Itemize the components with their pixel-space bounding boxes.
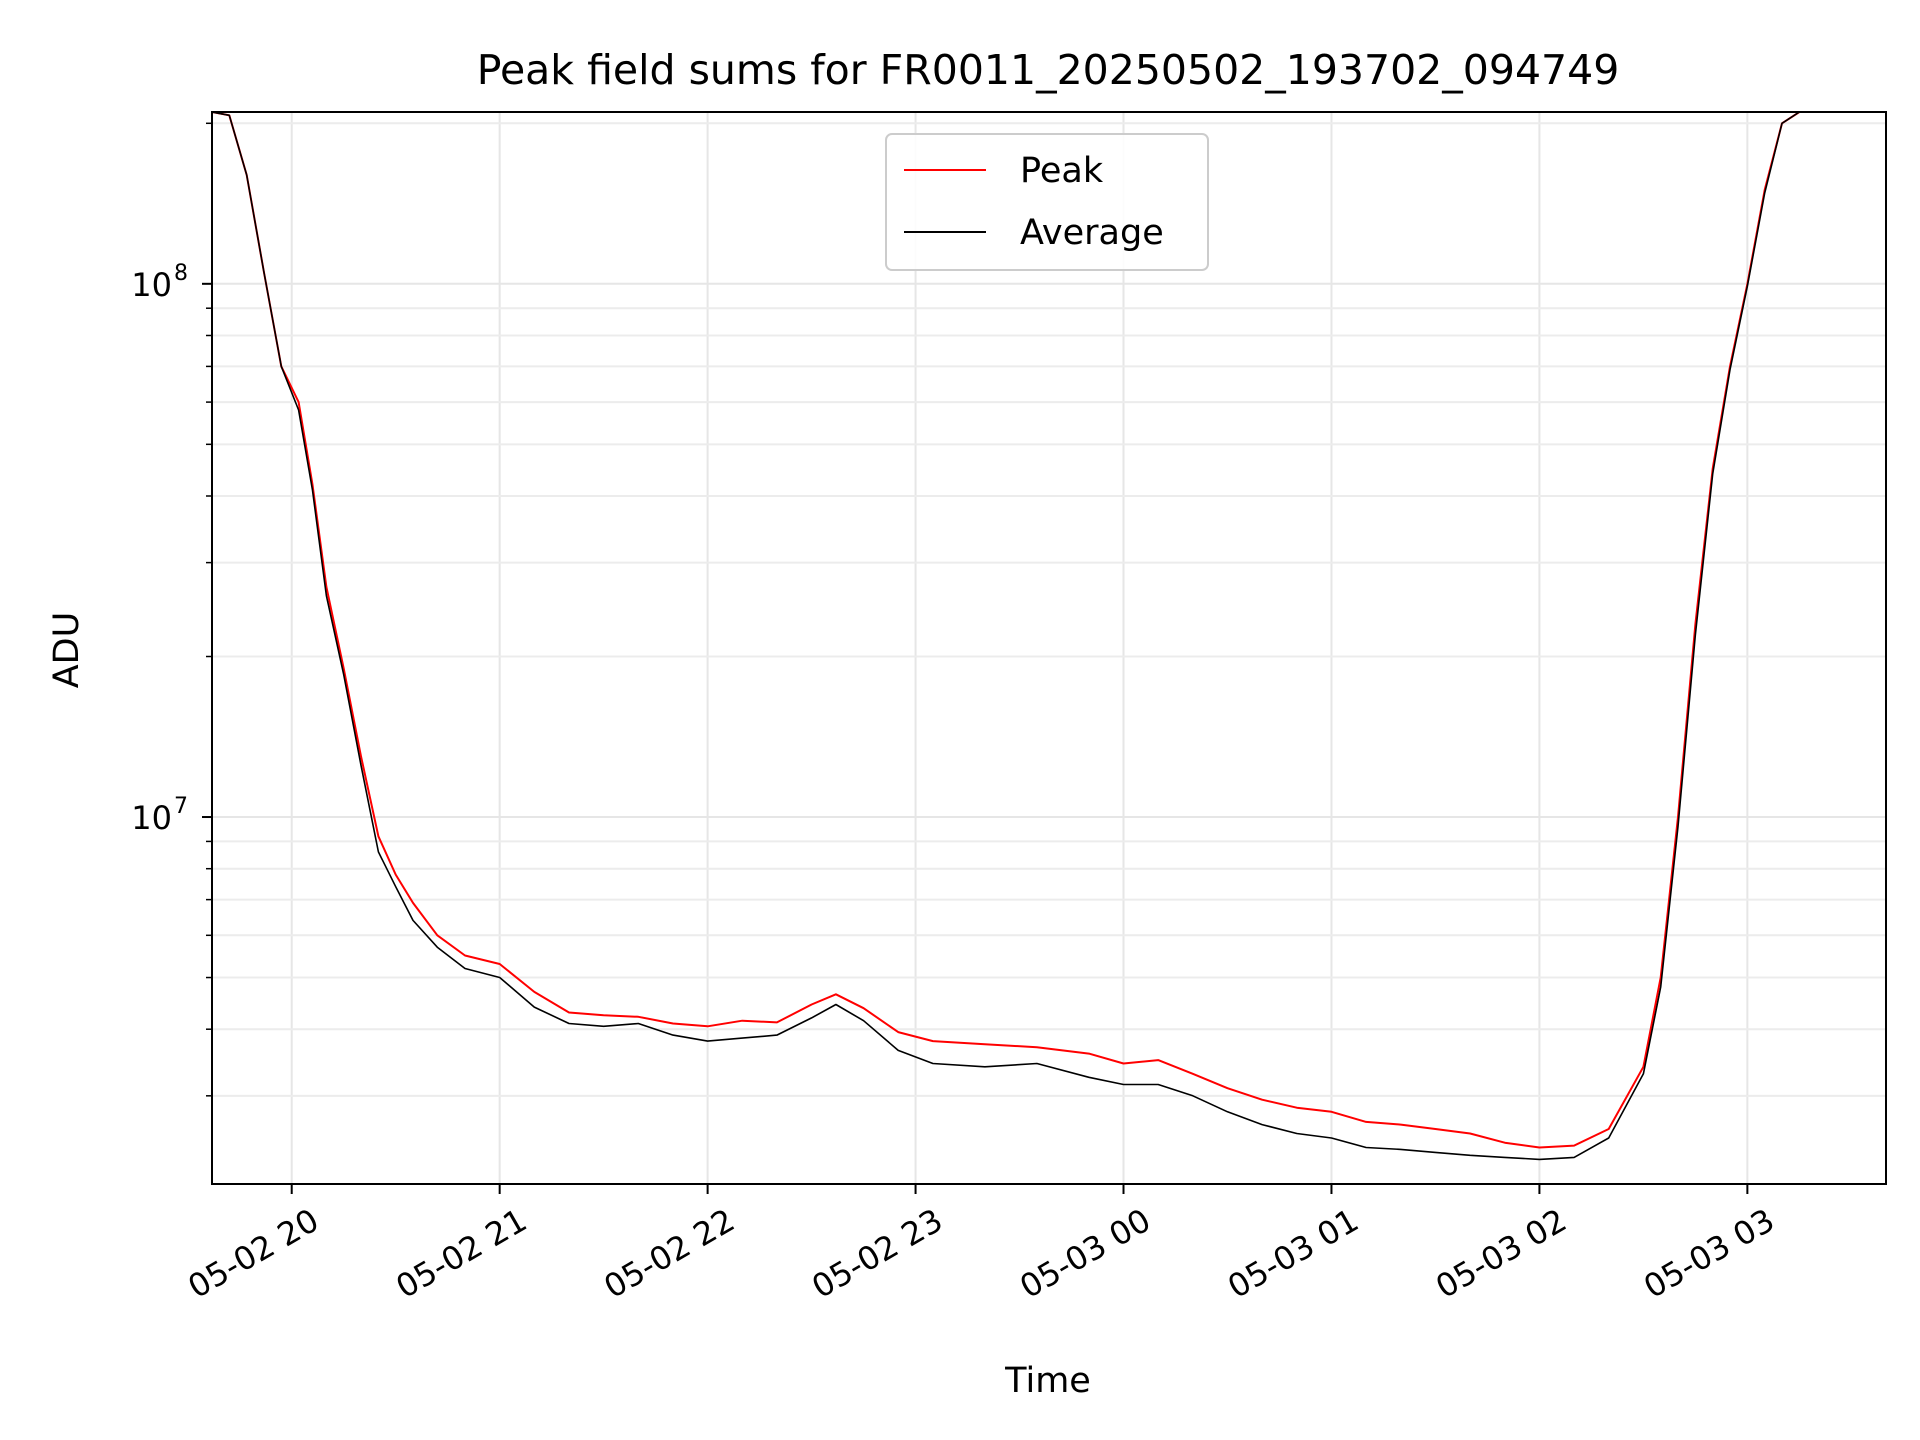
series-line-average [212,112,1817,1161]
series-layer [212,112,1817,1161]
y-axis-label: ADU [47,612,87,689]
y-tick-label: 10 [131,799,172,837]
grid [212,112,1886,1184]
x-axis-label: Time [1004,1361,1091,1401]
plot-frame [211,111,1887,1185]
legend-label-average: Average [1020,213,1164,253]
y-tick-label: 10 [131,266,172,304]
legend-box [885,133,1209,271]
legend-label-peak: Peak [1020,151,1104,191]
y-tick-exponent: 8 [174,261,188,286]
legend: Peak Average [885,133,1209,271]
chart-title: Peak field sums for FR0011_20250502_1937… [477,46,1620,94]
series-line-peak [212,112,1817,1149]
y-tick-exponent: 7 [174,794,188,819]
